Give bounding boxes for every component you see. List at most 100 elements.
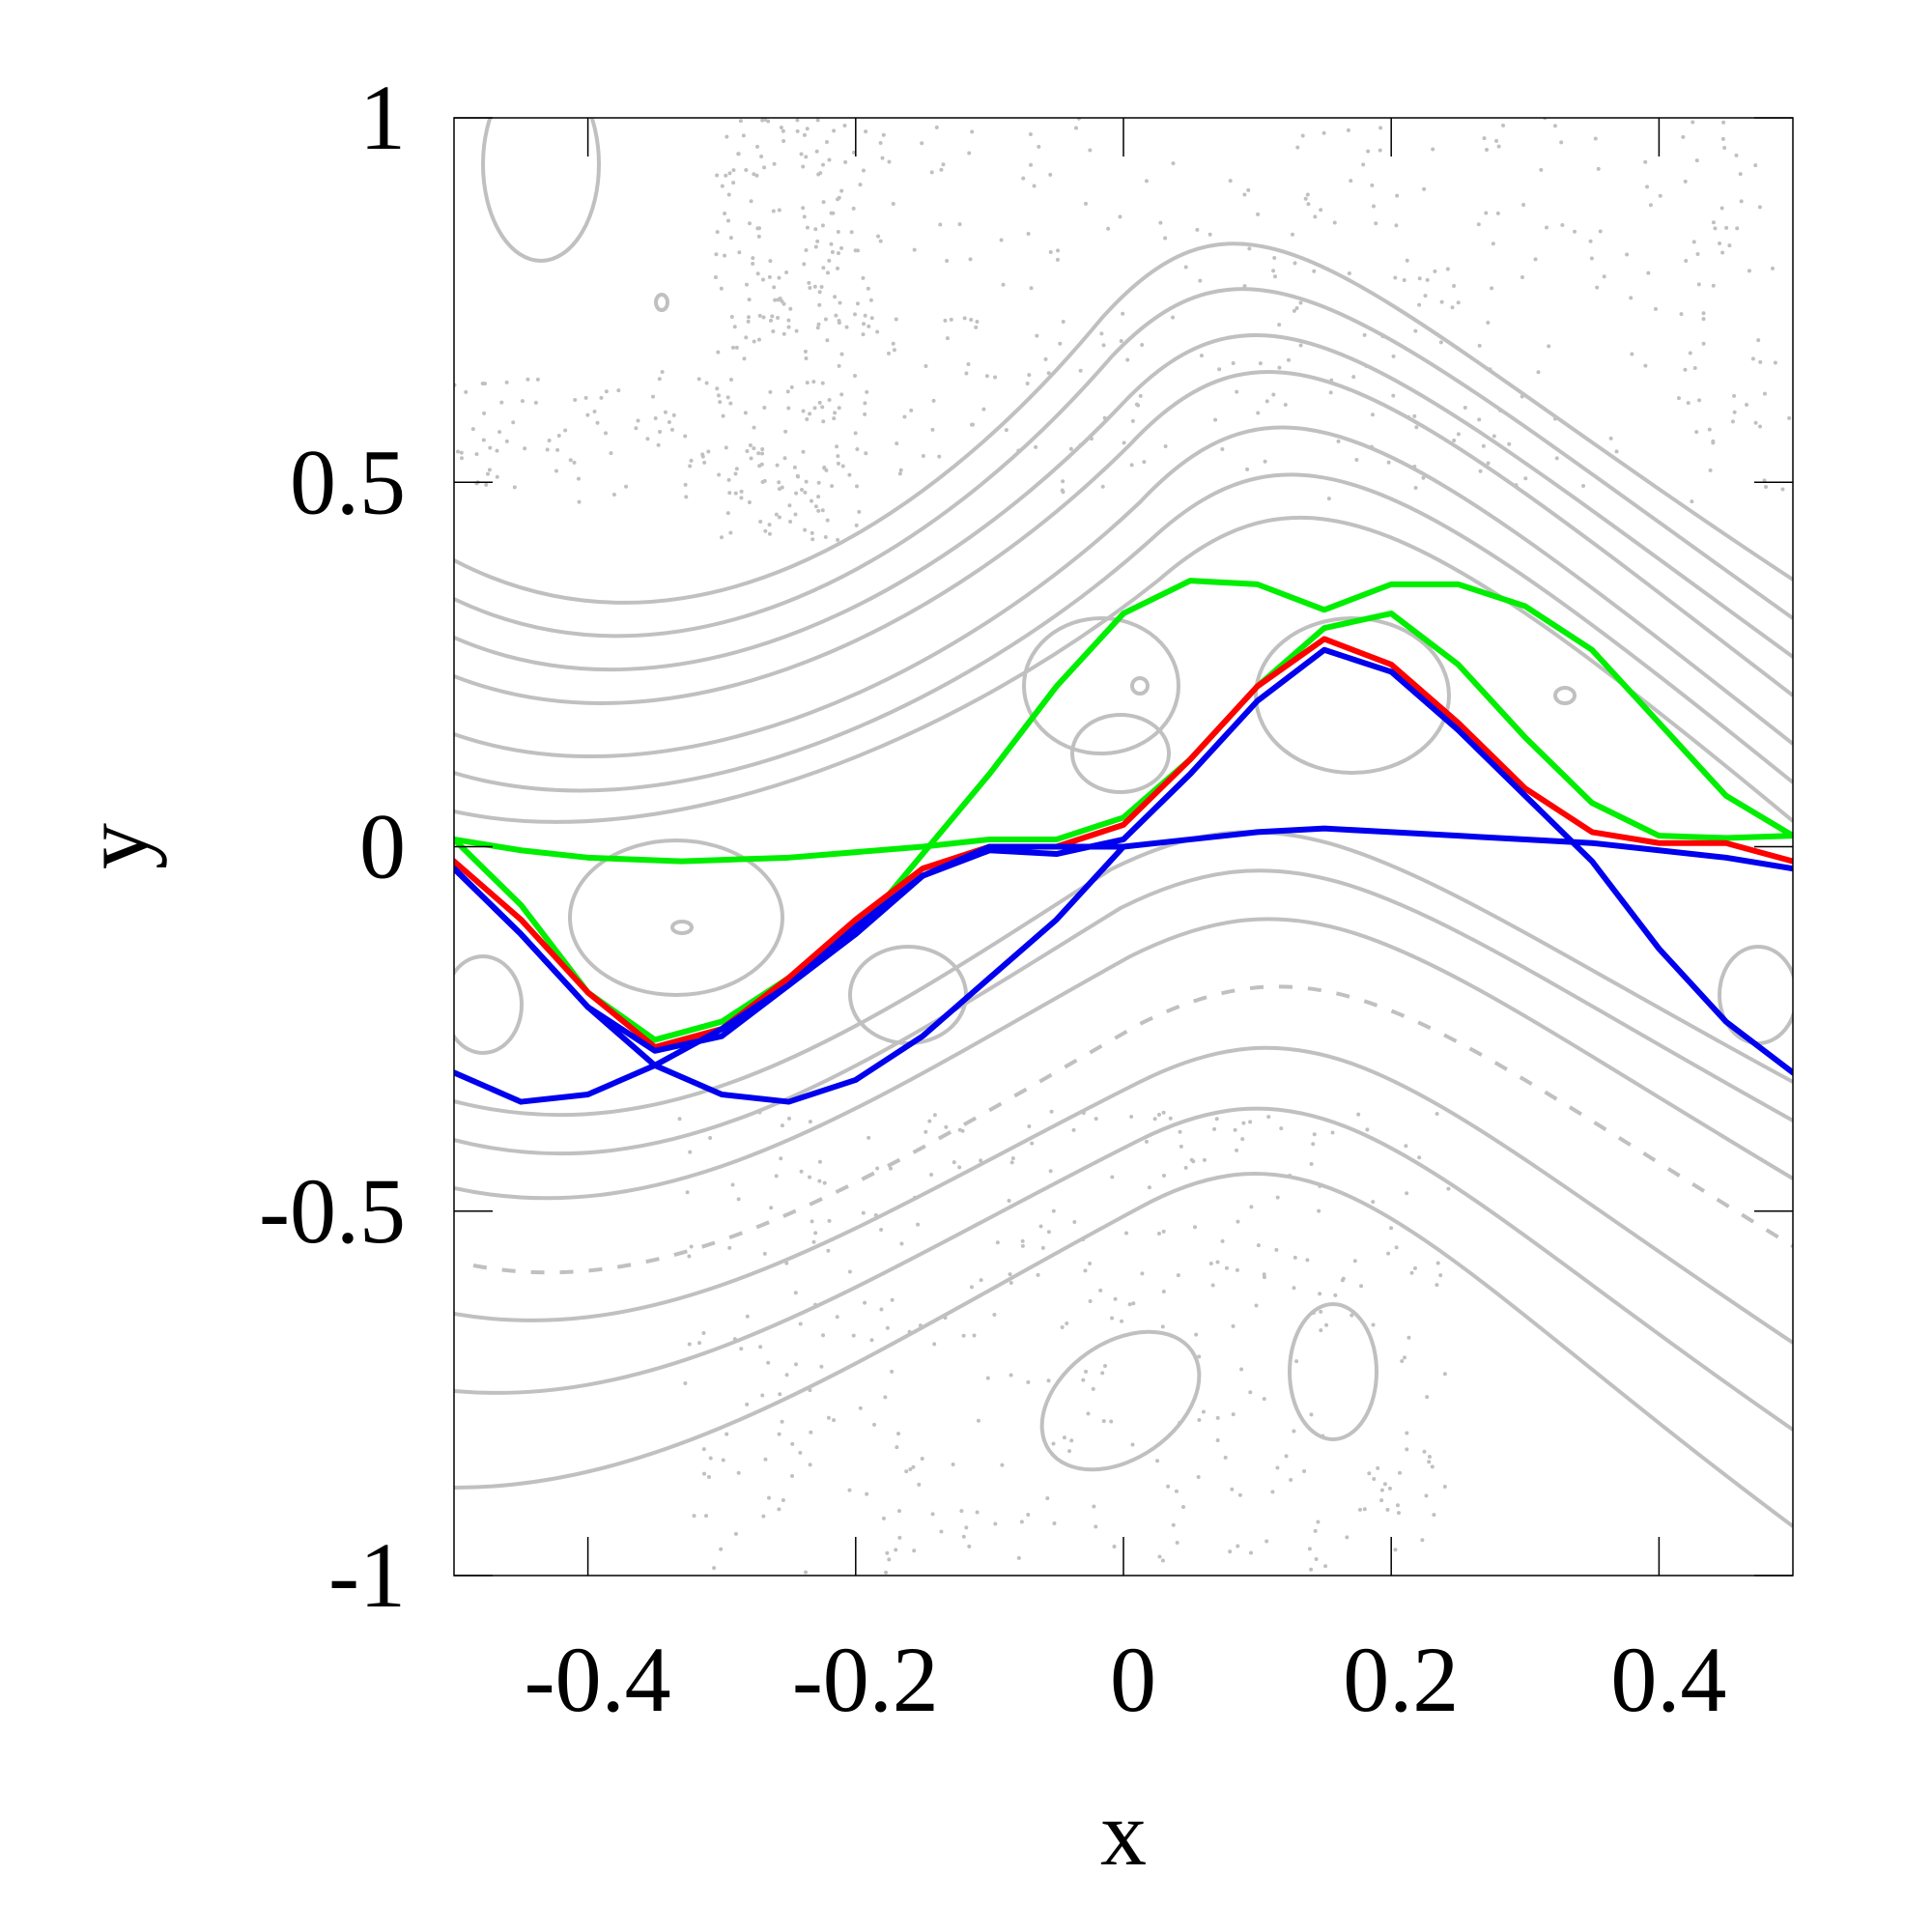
chaotic-point	[1598, 229, 1603, 234]
chaotic-point	[1248, 1390, 1253, 1395]
chaotic-point	[744, 168, 749, 173]
chaotic-point	[1681, 134, 1686, 139]
chaotic-point	[1305, 192, 1310, 197]
chaotic-point	[805, 381, 810, 385]
chaotic-point	[1292, 308, 1296, 313]
chaotic-point	[858, 183, 863, 187]
chaotic-point	[1614, 449, 1619, 454]
chaotic-point	[1231, 361, 1236, 366]
chaotic-point	[727, 171, 732, 176]
chaotic-point	[1371, 1200, 1376, 1205]
chaotic-point	[609, 451, 613, 456]
chaotic-point	[1364, 363, 1369, 368]
chaotic-point	[1161, 1229, 1166, 1234]
chaotic-point	[1395, 1503, 1400, 1508]
chaotic-point	[1060, 1324, 1065, 1329]
chaotic-point	[1248, 1120, 1253, 1124]
chaotic-point	[1708, 468, 1713, 472]
chaotic-point	[768, 318, 773, 323]
chaotic-point	[728, 236, 733, 241]
chaotic-point	[1312, 1132, 1317, 1137]
chaotic-point	[1009, 1160, 1014, 1165]
chaotic-point	[1163, 444, 1168, 449]
chaotic-point	[667, 420, 671, 425]
chaotic-point	[1038, 1224, 1043, 1229]
chaotic-point	[1140, 1271, 1145, 1276]
chaotic-point	[758, 519, 763, 524]
chaotic-point	[839, 392, 844, 397]
chaotic-point	[545, 447, 550, 452]
chaotic-point	[1291, 232, 1295, 237]
chaotic-point	[1248, 1550, 1253, 1555]
chaotic-point	[1739, 199, 1744, 204]
chaotic-point	[715, 173, 720, 178]
chaotic-point	[1214, 1117, 1219, 1122]
chaotic-point	[1701, 341, 1706, 346]
chaotic-point	[1753, 420, 1758, 425]
chaotic-point	[1581, 483, 1586, 488]
chaotic-point	[883, 1395, 888, 1400]
chaotic-point	[1336, 439, 1341, 443]
chaotic-point	[1102, 415, 1107, 420]
chaotic-point	[1194, 1332, 1199, 1337]
chaotic-point	[837, 406, 841, 411]
chaotic-point	[719, 1547, 724, 1551]
chaotic-point	[762, 406, 767, 411]
chaotic-point	[1456, 432, 1461, 437]
chaotic-point	[761, 1514, 766, 1519]
chaotic-point	[1016, 1555, 1021, 1560]
chaotic-point	[1711, 283, 1716, 288]
chaotic-point	[1683, 179, 1688, 184]
chaotic-point	[1412, 1265, 1417, 1270]
chaotic-point	[823, 535, 828, 540]
chaotic-point	[801, 409, 806, 413]
chaotic-point	[892, 348, 896, 353]
chaotic-point	[1020, 1243, 1025, 1248]
chaotic-point	[826, 270, 831, 275]
chaotic-point	[1385, 1507, 1390, 1512]
chaotic-point	[805, 417, 810, 422]
chaotic-point	[1688, 351, 1692, 355]
chaotic-point	[794, 1362, 799, 1367]
chaotic-point	[1445, 267, 1450, 271]
chaotic-point	[1387, 1486, 1392, 1491]
chaotic-point	[796, 474, 801, 479]
chaotic-point	[1311, 1310, 1316, 1315]
chaotic-point	[1645, 185, 1650, 189]
chaotic-point	[825, 518, 830, 523]
chaotic-point	[1189, 1157, 1194, 1162]
chaotic-point	[927, 1119, 932, 1123]
chaotic-point	[911, 1464, 916, 1469]
chaotic-point	[827, 1218, 832, 1223]
chaotic-point	[535, 377, 540, 382]
chaotic-point	[1442, 1372, 1447, 1377]
chaotic-point	[816, 480, 821, 485]
chaotic-point	[1094, 1524, 1098, 1529]
chaotic-point	[920, 1456, 924, 1461]
chaotic-point	[1035, 333, 1039, 338]
chaotic-point	[1328, 390, 1333, 395]
chaotic-point	[1010, 1156, 1015, 1161]
chaotic-point	[907, 1329, 912, 1334]
chaotic-point	[1028, 132, 1033, 137]
chaotic-point	[1196, 1474, 1201, 1479]
chaotic-point	[725, 511, 730, 516]
chaotic-point	[1318, 1183, 1322, 1188]
x-axis-label: x	[1100, 1781, 1147, 1885]
chaotic-point	[1412, 464, 1417, 469]
chaotic-point	[923, 364, 928, 369]
chaotic-point	[984, 374, 989, 379]
chaotic-point	[1236, 1219, 1240, 1224]
chaotic-point	[739, 496, 744, 500]
chaotic-point	[470, 427, 475, 432]
chaotic-point	[967, 151, 972, 156]
chaotic-point	[1507, 441, 1512, 446]
chaotic-point	[1029, 286, 1034, 291]
chaotic-point	[1722, 146, 1727, 151]
chaotic-point	[1089, 437, 1094, 441]
chaotic-point	[941, 162, 946, 167]
chaotic-point	[784, 1261, 789, 1265]
chaotic-point	[1305, 1258, 1310, 1263]
chaotic-point	[817, 400, 822, 405]
chaotic-point	[1051, 1441, 1056, 1446]
